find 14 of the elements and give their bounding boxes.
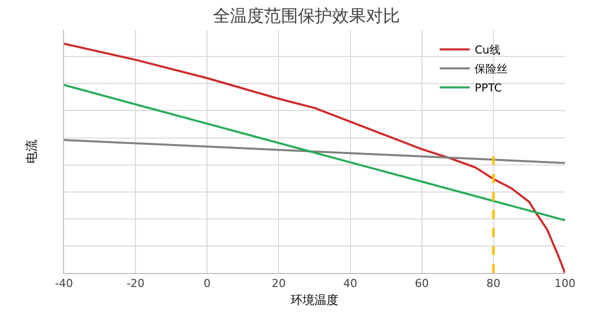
legend-label: Cu线	[474, 44, 500, 57]
legend-label: 保险丝	[474, 62, 508, 76]
x-tick-label: 20	[272, 277, 286, 290]
x-tick-label: -20	[126, 277, 145, 290]
y-axis-title: 电流	[24, 140, 38, 164]
x-tick-label: 40	[343, 277, 358, 290]
x-axis-title: 环境温度	[290, 293, 338, 308]
legend-label: PPTC	[474, 82, 502, 95]
chart-title: 全温度范围保护效果对比	[213, 6, 400, 26]
x-tick-label: 60	[414, 277, 429, 290]
x-tick-label: 100	[554, 277, 576, 290]
x-tick-label: -40	[55, 277, 73, 290]
x-tick-label: 80	[486, 277, 500, 290]
x-tick-label: 0	[204, 277, 211, 290]
